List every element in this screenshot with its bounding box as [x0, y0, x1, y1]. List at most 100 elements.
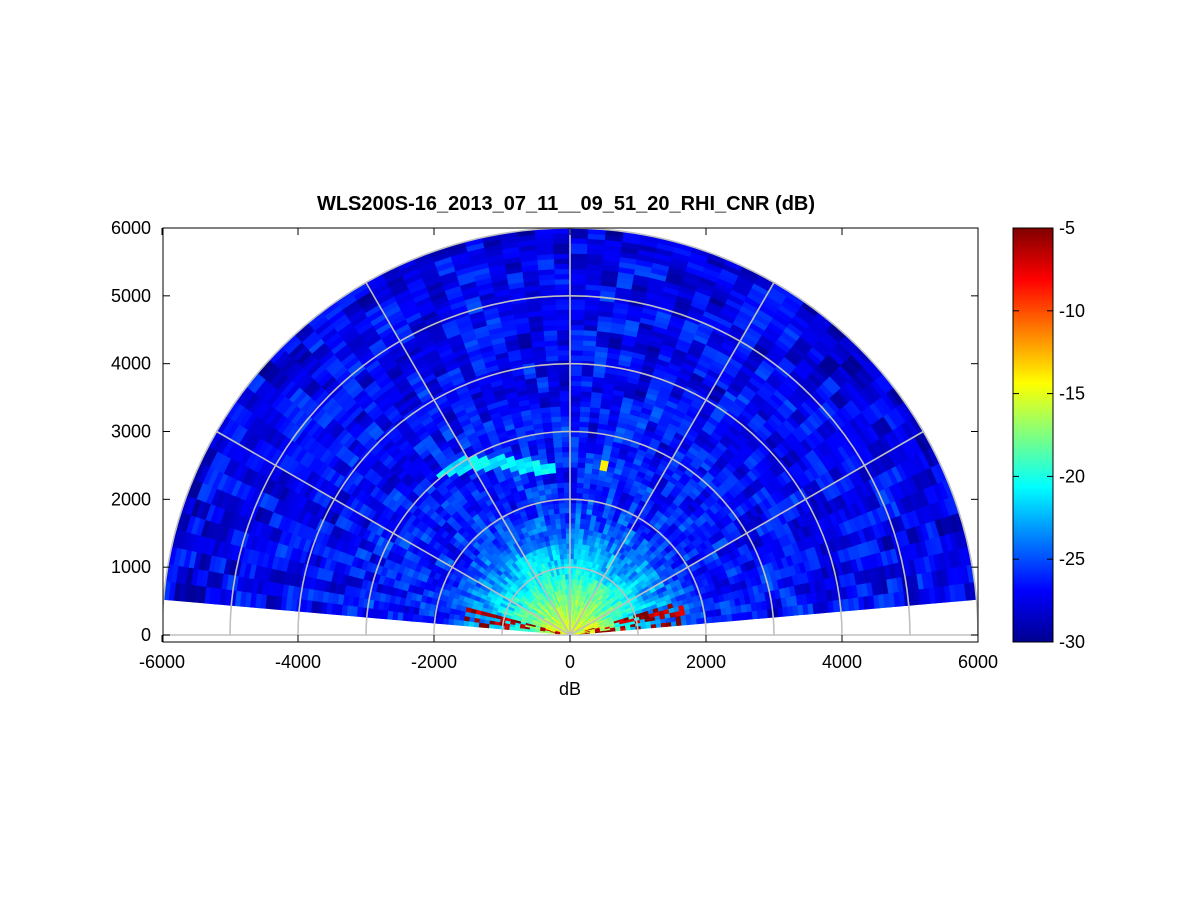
heatmap-cell — [696, 617, 703, 625]
heatmap-cell — [577, 451, 587, 458]
heatmap-cell — [561, 441, 571, 448]
heatmap-cell — [569, 232, 588, 239]
heatmap-cell — [552, 248, 571, 255]
heatmap-cell — [578, 436, 588, 443]
heatmap-cell — [569, 461, 578, 468]
heatmap-cell — [577, 538, 583, 545]
heatmap-cell — [569, 339, 584, 346]
heatmap-cell — [569, 349, 583, 356]
heatmap-cell — [569, 288, 586, 295]
heatmap-cell — [569, 344, 584, 351]
heatmap-cell — [563, 487, 571, 494]
heatmap-cell — [559, 405, 571, 412]
heatmap-cell — [569, 476, 578, 483]
heatmap-cell — [685, 618, 693, 626]
heatmap-cell — [555, 477, 564, 484]
heatmap-cell — [560, 436, 571, 443]
heatmap-cell — [569, 354, 583, 361]
heatmap-cell — [556, 339, 571, 346]
heatmap-cell — [578, 421, 590, 428]
heatmap-cell — [555, 314, 571, 321]
heatmap-cell — [577, 543, 583, 550]
heatmap-cell — [550, 411, 561, 418]
heatmap-cell — [555, 319, 571, 326]
heatmap-cell — [569, 446, 579, 453]
heatmap-cell — [569, 466, 578, 473]
heatmap-cell — [554, 456, 563, 464]
heatmap-cell — [569, 319, 585, 326]
heatmap-cell — [553, 446, 563, 453]
heatmap-cell — [561, 451, 571, 458]
heatmap-cell — [569, 303, 585, 311]
heatmap-cell — [569, 482, 578, 488]
heatmap-cell — [552, 253, 571, 260]
heatmap-cell — [569, 263, 587, 270]
heatmap-cell — [579, 513, 587, 520]
heatmap-cell — [580, 507, 587, 515]
heatmap-cell — [576, 472, 585, 479]
heatmap-cell — [574, 512, 582, 519]
heatmap-cell — [575, 492, 583, 499]
heatmap-cell — [569, 436, 580, 443]
heatmap-cell — [573, 538, 579, 545]
heatmap-cell — [573, 532, 580, 540]
heatmap-cell — [554, 278, 571, 285]
heatmap-cell — [569, 487, 577, 494]
heatmap-cell — [569, 400, 581, 407]
heatmap-cell — [569, 395, 581, 402]
heatmap-cell — [556, 482, 564, 489]
heatmap-cell — [572, 553, 578, 560]
heatmap-cell — [559, 395, 571, 402]
heatmap-cell — [569, 283, 586, 290]
heatmap-cell — [558, 507, 566, 514]
heatmap-cell — [558, 385, 571, 392]
heatmap-cell — [569, 492, 577, 499]
heatmap-cell — [569, 497, 577, 504]
heatmap-cell — [569, 237, 588, 244]
heatmap-cell — [576, 461, 586, 469]
heatmap-cell — [555, 303, 571, 311]
heatmap-cell — [569, 375, 582, 382]
heatmap-cell — [561, 538, 567, 545]
heatmap-cell — [569, 268, 587, 275]
heatmap-cell — [574, 517, 581, 524]
heatmap-cell — [563, 492, 571, 499]
heatmap-cell — [554, 288, 571, 295]
heatmap-cell — [569, 365, 583, 372]
heatmap-cell — [576, 466, 586, 474]
heatmap-cell — [559, 400, 571, 407]
heatmap-cell — [569, 380, 582, 387]
heatmap-cell — [576, 482, 584, 489]
heatmap-cell — [578, 523, 585, 530]
heatmap-cell — [553, 451, 563, 458]
heatmap-cell — [552, 237, 571, 244]
heatmap-cell — [554, 298, 571, 305]
heatmap-cell — [578, 528, 585, 535]
heatmap-cell — [553, 263, 571, 270]
cnr-heatmap — [163, 228, 977, 636]
heatmap-cell — [572, 558, 578, 565]
heatmap-cell — [556, 344, 571, 351]
heatmap-cell — [569, 502, 577, 509]
heatmap-cell — [557, 365, 571, 372]
heatmap-cell — [569, 451, 579, 458]
heatmap-cell — [564, 507, 571, 514]
heatmap-cell — [569, 253, 588, 260]
heatmap-cell — [558, 512, 566, 519]
heatmap-cell — [555, 309, 571, 316]
heatmap-cell — [560, 527, 566, 534]
heatmap-cell — [563, 497, 571, 504]
heatmap-cell — [553, 258, 571, 265]
heatmap-cell — [561, 456, 571, 463]
heatmap-cell — [556, 324, 571, 331]
heatmap-cell — [562, 466, 571, 473]
heatmap-cell — [579, 411, 590, 418]
heatmap-cell — [561, 446, 571, 453]
heatmap-cell — [569, 258, 587, 265]
heatmap-cell — [569, 441, 579, 448]
heatmap-cell — [575, 502, 582, 509]
heatmap-cell — [554, 466, 564, 474]
heatmap-cell — [557, 349, 571, 356]
heatmap-cell — [560, 415, 571, 422]
heatmap-cell — [579, 518, 586, 525]
